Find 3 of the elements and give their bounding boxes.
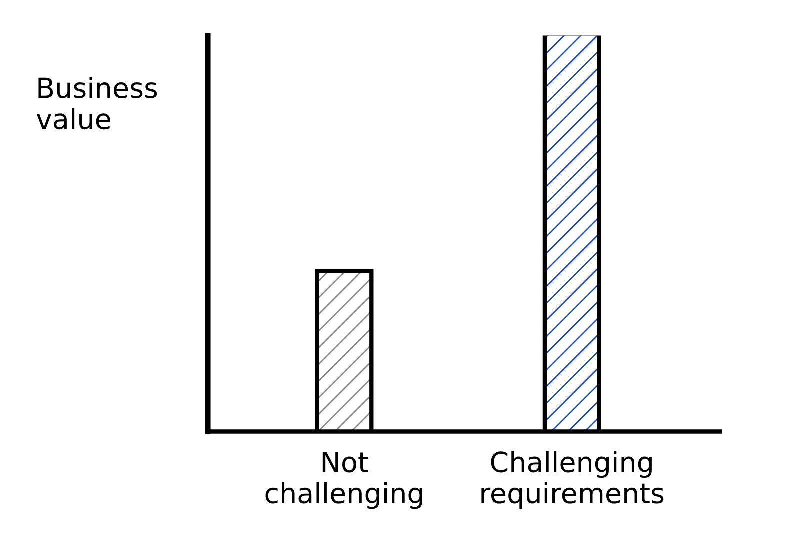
x-tick-label: Not challenging <box>266 452 422 510</box>
x-tick-label: Challenging requirements <box>482 451 664 510</box>
y-axis-title: Business value <box>36 77 158 130</box>
